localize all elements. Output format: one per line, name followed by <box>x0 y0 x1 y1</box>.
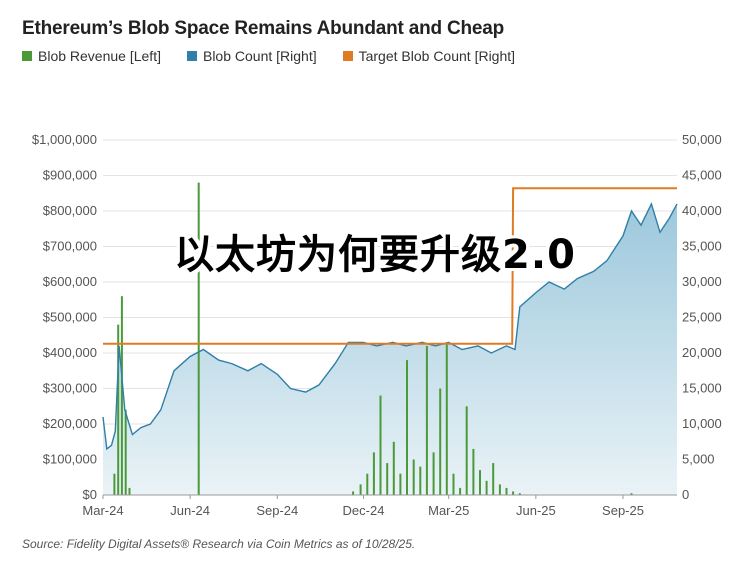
revenue-bar <box>439 388 442 495</box>
y-right-tick-label: 40,000 <box>682 203 722 218</box>
line-layer <box>102 187 678 451</box>
revenue-bar <box>386 463 389 495</box>
y-left-tick-label: $800,000 <box>43 203 97 218</box>
x-tick-label: Dec-24 <box>343 503 385 518</box>
y-right-tick-label: 35,000 <box>682 239 722 254</box>
revenue-bar <box>425 345 428 495</box>
y-left-tick-label: $500,000 <box>43 310 97 325</box>
revenue-bar <box>366 473 369 495</box>
y-right-tick-label: 25,000 <box>682 310 722 325</box>
legend-item-revenue: Blob Revenue [Left] <box>22 48 161 64</box>
blob-count-line <box>102 201 678 451</box>
x-tick-label: Mar-25 <box>428 503 469 518</box>
y-right-tick-label: 30,000 <box>682 274 722 289</box>
legend-item-blob-count: Blob Count [Right] <box>186 48 317 64</box>
revenue-bar <box>445 342 448 495</box>
y-right-tick-label: 10,000 <box>682 416 722 431</box>
legend-swatch-target <box>342 51 353 61</box>
legend-swatch-blob-count <box>186 51 197 61</box>
y-left-tick-label: $200,000 <box>43 416 97 431</box>
chart-title: Ethereum’s Blob Space Remains Abundant a… <box>22 18 505 39</box>
axis-layer: $0 0 $100,000 5,000 $200,000 10,000 $300,000 15… <box>32 132 722 518</box>
target-blob-count-line <box>103 187 677 345</box>
revenue-bar <box>465 406 468 496</box>
y-right-tick-label: 45,000 <box>682 168 722 183</box>
y-right-tick-label: 5,000 <box>682 452 715 467</box>
y-left-tick-label: $100,000 <box>43 452 97 467</box>
y-right-tick-label: 0 <box>682 487 689 502</box>
revenue-bar <box>505 487 508 495</box>
overlay-caption: 以太坊为何要升级2.0 <box>174 232 576 278</box>
revenue-bar <box>113 473 116 495</box>
revenue-bar <box>352 491 355 495</box>
x-tick-label: Sep-24 <box>256 503 298 518</box>
x-tick-label: Mar-24 <box>82 503 123 518</box>
revenue-bar <box>128 487 131 495</box>
legend-label-blob-count: Blob Count [Right] <box>202 48 317 64</box>
revenue-bar <box>120 296 123 495</box>
revenue-bar <box>630 493 633 495</box>
revenue-bar <box>472 448 475 495</box>
revenue-bar <box>479 470 481 495</box>
y-left-tick-label: $300,000 <box>43 381 97 396</box>
revenue-bar <box>399 473 402 495</box>
revenue-bar <box>392 441 395 496</box>
revenue-bar <box>492 463 495 495</box>
y-right-tick-label: 50,000 <box>682 132 722 147</box>
legend-label-revenue: Blob Revenue [Left] <box>38 48 161 64</box>
revenue-bar <box>432 452 435 495</box>
legend-item-target: Target Blob Count [Right] <box>342 48 516 64</box>
revenue-bar <box>359 484 362 495</box>
revenue-bar <box>512 491 515 495</box>
revenue-bar-layer <box>113 182 633 496</box>
y-left-tick-label: $0 <box>83 487 97 502</box>
revenue-bar <box>452 473 455 495</box>
revenue-bar <box>197 182 200 495</box>
blob-count-area-layer <box>103 203 677 495</box>
revenue-bar <box>485 480 488 495</box>
y-left-tick-label: $700,000 <box>43 239 97 254</box>
y-left-tick-label: $900,000 <box>43 168 97 183</box>
y-right-tick-label: 20,000 <box>682 345 722 360</box>
y-right-tick-label: 15,000 <box>682 381 722 396</box>
legend-label-target: Target Blob Count [Right] <box>358 48 516 64</box>
y-left-tick-label: $600,000 <box>43 274 97 289</box>
revenue-bar <box>372 452 375 495</box>
revenue-bar <box>419 466 422 495</box>
x-tick-label: Jun-25 <box>516 503 556 518</box>
x-tick-label: Sep-25 <box>602 503 644 518</box>
blob-count-area <box>103 203 677 495</box>
y-left-tick-label: $400,000 <box>43 345 97 360</box>
x-tick-label: Jun-24 <box>170 503 210 518</box>
source-note: Source: Fidelity Digital Assets® Researc… <box>22 537 416 551</box>
revenue-bar <box>412 459 415 495</box>
revenue-bar <box>518 493 521 495</box>
y-left-tick-label: $1,000,000 <box>32 132 97 147</box>
revenue-bar <box>117 324 120 495</box>
revenue-bar <box>498 484 501 495</box>
legend-swatch-revenue <box>22 51 32 61</box>
legend: Blob Revenue [Left] Blob Count [Right] T… <box>22 48 515 64</box>
revenue-bar <box>406 360 408 495</box>
revenue-bar <box>124 409 127 495</box>
revenue-bar <box>459 487 462 495</box>
revenue-bar <box>379 395 382 495</box>
